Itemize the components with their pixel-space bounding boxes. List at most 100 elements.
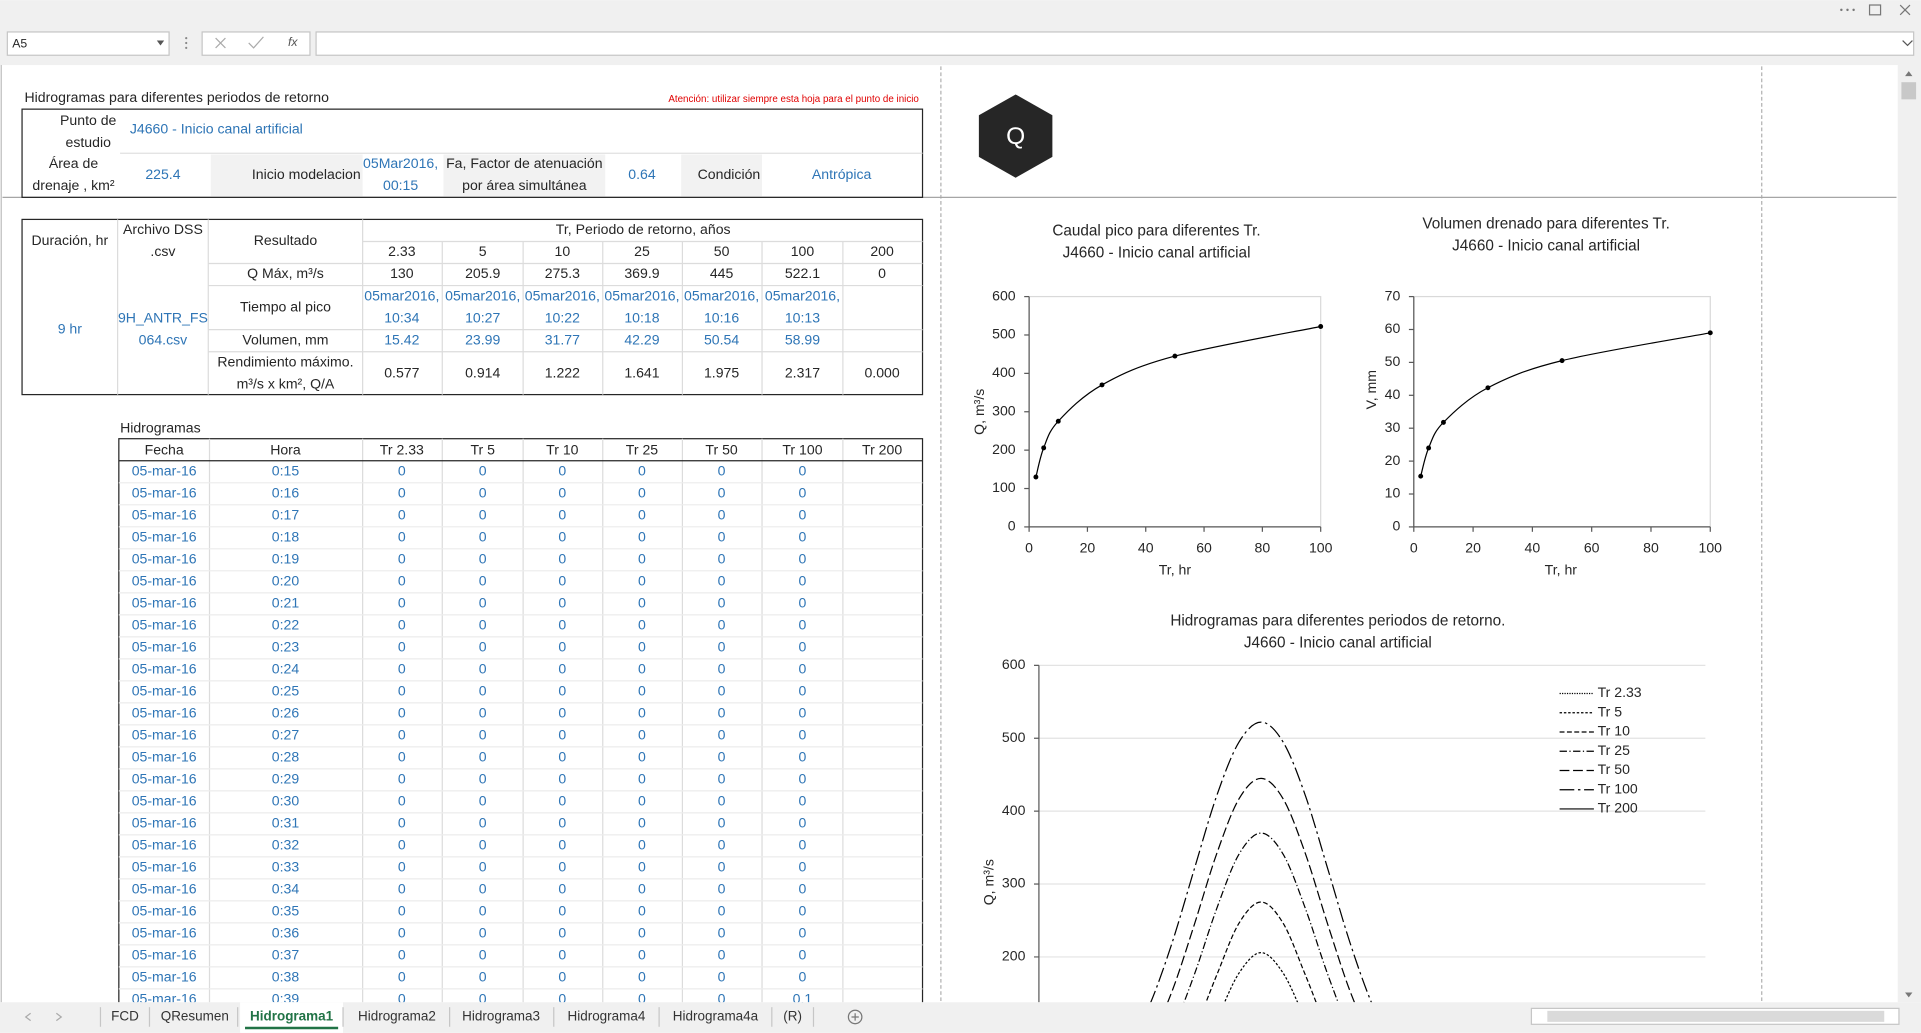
row-key: 05-mar-16 (132, 903, 197, 919)
cell-value: 0 (718, 595, 726, 611)
cell-value: 0 (479, 507, 487, 523)
table-header: 2.33 (388, 243, 416, 259)
row-key: 0:32 (272, 837, 300, 853)
chart-title: J4660 - Inicio canal artificial (1452, 237, 1640, 254)
cell-value: 0 (558, 617, 566, 633)
cell-value: 0 (799, 793, 807, 809)
name-box-dropdown[interactable] (156, 40, 165, 46)
table-header: Resultado (254, 232, 318, 248)
cell-value: 0 (398, 771, 406, 787)
row-key: 0:16 (272, 485, 300, 501)
sheet-tab[interactable]: Hidrograma2 (358, 1009, 436, 1024)
x-tick-label: 60 (1584, 540, 1600, 556)
row-key: 05-mar-16 (132, 617, 197, 633)
cell-value: 0 (398, 749, 406, 765)
cell-value: 0 (479, 463, 487, 479)
chart-title: Caudal pico para diferentes Tr. (1052, 223, 1260, 240)
cell-value: 0 (558, 881, 566, 897)
formula-expand[interactable] (1902, 40, 1913, 47)
scroll-down[interactable] (1905, 992, 1913, 998)
row-key: 0:15 (272, 463, 300, 479)
y-axis-label: Q, m³/s (971, 389, 987, 435)
row-key: 05-mar-16 (132, 595, 197, 611)
fx-button[interactable]: fx (288, 35, 298, 49)
sheet-tab[interactable]: FCD (111, 1009, 139, 1024)
sheet-tab[interactable]: Hidrograma1 (250, 1009, 334, 1024)
cell-value: 0 (479, 859, 487, 875)
cell-value: 0 (398, 661, 406, 677)
chart-title: J4660 - Inicio canal artificial (1244, 634, 1432, 651)
row-key: 0:26 (272, 705, 300, 721)
cell-value: 05mar2016, (445, 287, 520, 303)
row-key: 05-mar-16 (132, 815, 197, 831)
cell-value: 0 (799, 485, 807, 501)
cell-value: 0 (799, 969, 807, 985)
row-key: 05-mar-16 (132, 991, 197, 1007)
legend-label: Tr 25 (1598, 742, 1631, 758)
row-label: Q Máx, m³/s (247, 265, 324, 281)
row-key: 05-mar-16 (132, 507, 197, 523)
cell-value: 0 (398, 837, 406, 853)
cancel-button[interactable] (215, 37, 226, 49)
cell-value: 0 (799, 903, 807, 919)
restore-icon[interactable] (1868, 4, 1882, 16)
sheet-tab[interactable]: Hidrograma3 (462, 1009, 540, 1024)
new-sheet[interactable] (847, 1009, 863, 1025)
cell-value: 0 (558, 595, 566, 611)
cell-value: 0 (638, 683, 646, 699)
cell-value: 0 (398, 463, 406, 479)
cell-value: 0 (799, 837, 807, 853)
cell-value: 0.914 (465, 364, 500, 380)
cell-value: 0 (479, 771, 487, 787)
sheet-tab[interactable]: Hidrograma4a (673, 1009, 759, 1024)
scroll-thumb[interactable] (1901, 82, 1917, 100)
cell-value: 0 (799, 683, 807, 699)
sheet-tab[interactable]: QResumen (161, 1009, 229, 1024)
cell-value: 0 (718, 771, 726, 787)
table-header: Archivo DSS (123, 221, 203, 237)
scroll-up[interactable] (1905, 71, 1913, 77)
cell-value: 0 (558, 749, 566, 765)
cell-value: 0 (398, 683, 406, 699)
new-sheet-plus[interactable] (851, 1013, 859, 1021)
x-axis-label: Tr, hr (1159, 562, 1192, 578)
cell-value: 31.77 (545, 331, 580, 347)
vertical-scrollbar[interactable] (1897, 65, 1921, 1003)
close-icon[interactable] (1899, 4, 1911, 16)
row-key: 0:25 (272, 683, 300, 699)
enter-button[interactable] (248, 36, 264, 49)
row-key: 05-mar-16 (132, 771, 197, 787)
cell-value: 0 (718, 551, 726, 567)
formula-input[interactable] (315, 31, 1915, 56)
cell-value: 1.975 (704, 364, 739, 380)
cell-value: 0 (479, 683, 487, 699)
data-line (1167, 777, 1356, 1003)
sheet-tab[interactable]: (R) (783, 1009, 802, 1024)
y-tick-label: 200 (1002, 948, 1026, 964)
data-point (1055, 418, 1061, 424)
sheet-tab[interactable]: Hidrograma4 (568, 1009, 646, 1024)
cell-value: 1.641 (624, 364, 659, 380)
cell-value: 0 (479, 881, 487, 897)
row-key: 05-mar-16 (132, 859, 197, 875)
name-box[interactable] (6, 31, 170, 56)
hscroll-thumb[interactable] (1547, 1010, 1885, 1022)
cell-value: 0.000 (864, 364, 899, 380)
cell-value: 0 (799, 881, 807, 897)
window-dots[interactable] (1840, 8, 1855, 12)
cell-value: 0 (479, 639, 487, 655)
info-label: Punto de (60, 112, 117, 128)
cell-value: 05mar2016, (604, 287, 679, 303)
tab-scroll[interactable] (24, 1012, 63, 1022)
row-key: 05-mar-16 (132, 705, 197, 721)
row-key: 0:39 (272, 991, 300, 1007)
cell-value: 0 (638, 639, 646, 655)
cell-value: 0 (718, 485, 726, 501)
formula-buttons (201, 31, 311, 56)
cell-value: 0 (718, 617, 726, 633)
cell-value: 0 (638, 705, 646, 721)
row-key: 0:19 (272, 551, 300, 567)
cell-value: 0 (398, 485, 406, 501)
